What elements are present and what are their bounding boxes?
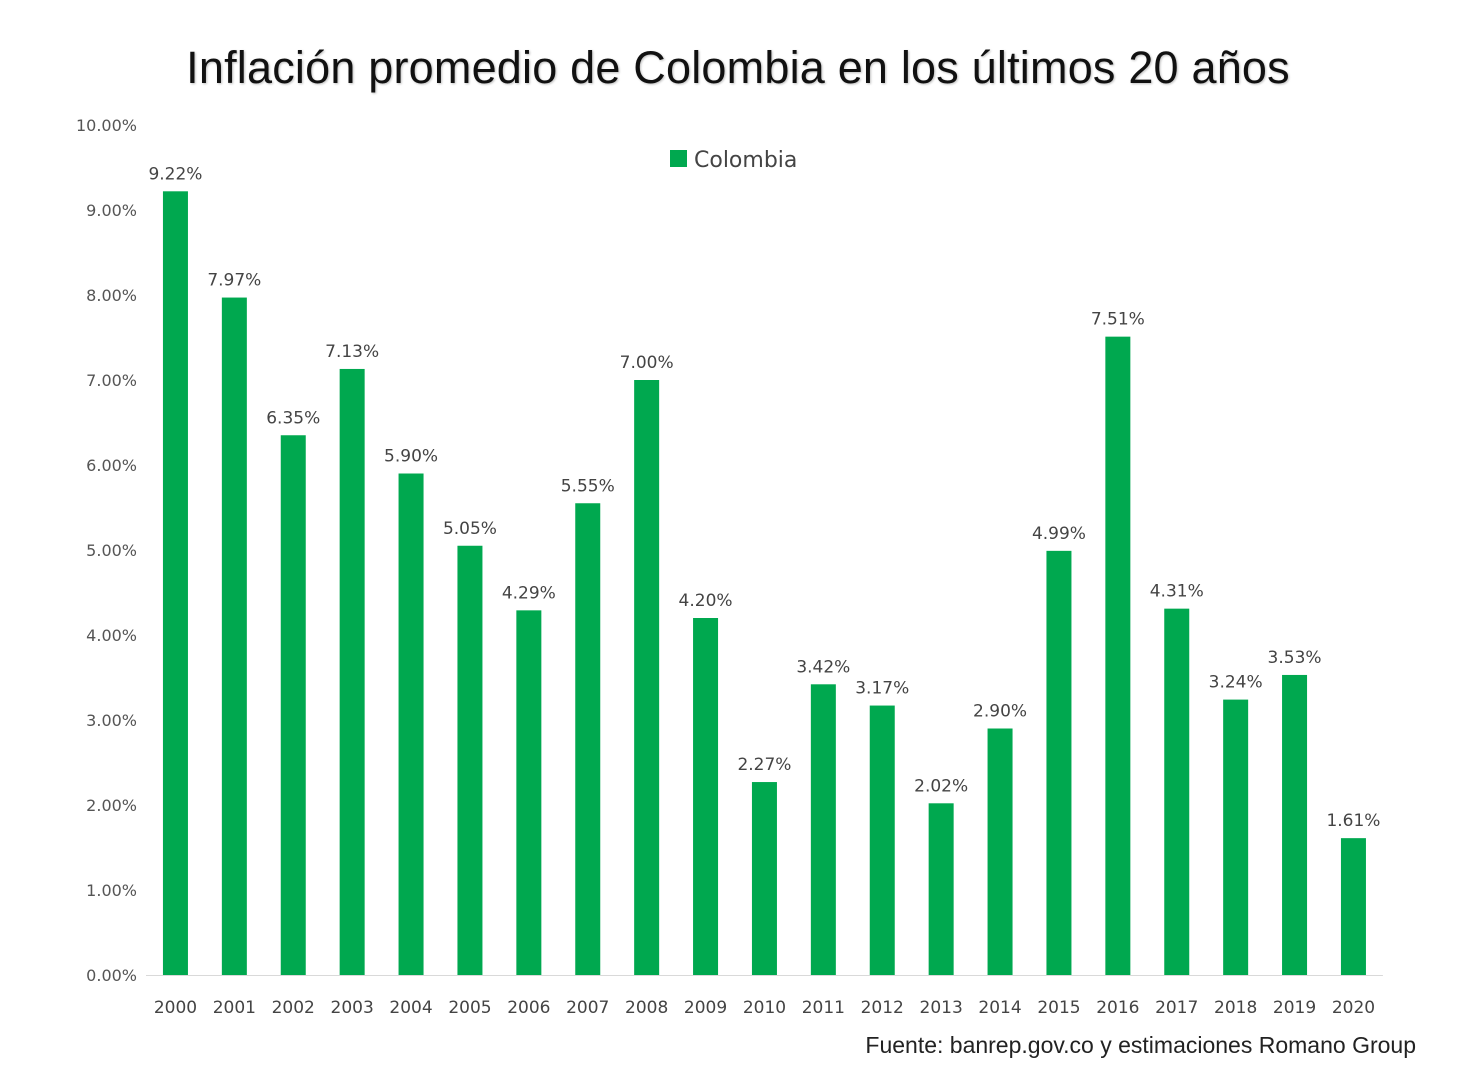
data-label: 3.24% <box>1209 673 1263 693</box>
x-tick-label: 2011 <box>802 998 845 1018</box>
x-tick-label: 2005 <box>448 998 491 1018</box>
data-label: 3.42% <box>796 657 850 677</box>
bar <box>1340 838 1366 975</box>
bar <box>928 803 954 975</box>
x-tick-label: 2004 <box>389 998 432 1018</box>
legend-swatch <box>670 150 687 167</box>
y-tick-label: 8.00% <box>86 286 137 305</box>
x-tick-label: 2016 <box>1096 998 1139 1018</box>
data-label: 2.02% <box>914 776 968 796</box>
x-tick-label: 2010 <box>743 998 786 1018</box>
bar <box>1164 608 1190 975</box>
y-tick-label: 9.00% <box>86 201 137 220</box>
x-tick-label: 2001 <box>213 998 256 1018</box>
legend: Colombia <box>670 148 797 173</box>
bar <box>634 380 660 975</box>
data-label: 5.55% <box>561 476 615 496</box>
y-tick-label: 6.00% <box>86 456 137 475</box>
x-tick-label: 2013 <box>920 998 963 1018</box>
x-axis: 2000 2001 2002 2003 2004 2005 2006 2007 2008 2009… <box>154 998 1375 1018</box>
bar <box>693 618 719 975</box>
x-tick-label: 2019 <box>1273 998 1316 1018</box>
bar <box>457 545 483 975</box>
y-tick-label: 10.00% <box>76 116 137 135</box>
data-label: 4.20% <box>679 591 733 611</box>
data-label: 2.27% <box>737 755 791 775</box>
data-label: 5.05% <box>443 519 497 539</box>
data-label: 4.99% <box>1032 524 1086 544</box>
bar <box>810 684 836 975</box>
y-axis: 0.00% 1.00% 2.00% 3.00% 4.00% 5.00% 6.00% 7.00%… <box>76 116 1383 985</box>
data-label: 4.29% <box>502 583 556 603</box>
x-tick-label: 2012 <box>861 998 904 1018</box>
x-tick-label: 2009 <box>684 998 727 1018</box>
x-tick-label: 2020 <box>1332 998 1375 1018</box>
data-label: 2.90% <box>973 702 1027 722</box>
bar-series <box>162 191 1366 976</box>
y-tick-label: 7.00% <box>86 371 137 390</box>
bar <box>1223 699 1249 975</box>
bar <box>162 191 188 976</box>
bar <box>398 473 424 975</box>
bar <box>1105 336 1131 975</box>
x-tick-label: 2017 <box>1155 998 1198 1018</box>
y-tick-label: 5.00% <box>86 541 137 560</box>
bar <box>1282 674 1308 975</box>
bar <box>221 297 247 975</box>
bar <box>869 705 895 975</box>
source-note: Fuente: banrep.gov.co y estimaciones Rom… <box>865 1032 1416 1058</box>
x-tick-label: 2006 <box>507 998 550 1018</box>
x-tick-label: 2008 <box>625 998 668 1018</box>
y-tick-label: 3.00% <box>86 711 137 730</box>
y-tick-label: 2.00% <box>86 796 137 815</box>
bar <box>751 782 777 975</box>
x-tick-label: 2003 <box>331 998 374 1018</box>
x-tick-label: 2014 <box>978 998 1021 1018</box>
data-label: 5.90% <box>384 447 438 467</box>
data-label: 1.61% <box>1326 811 1380 831</box>
chart-title: Inflación promedio de Colombia en los úl… <box>186 42 1290 93</box>
data-label: 7.13% <box>325 342 379 362</box>
y-tick-label: 1.00% <box>86 881 137 900</box>
bar <box>575 503 601 975</box>
x-tick-label: 2015 <box>1037 998 1080 1018</box>
bar <box>280 435 306 975</box>
data-label: 3.17% <box>855 679 909 699</box>
x-tick-label: 2007 <box>566 998 609 1018</box>
data-label: 4.31% <box>1150 582 1204 602</box>
data-label: 6.35% <box>266 408 320 428</box>
y-tick-label: 0.00% <box>86 966 137 985</box>
data-label: 7.00% <box>620 353 674 373</box>
x-tick-label: 2018 <box>1214 998 1257 1018</box>
bar <box>516 610 542 975</box>
y-tick-label: 4.00% <box>86 626 137 645</box>
data-label: 7.97% <box>207 271 261 291</box>
bar <box>987 728 1013 975</box>
data-label: 3.53% <box>1268 648 1322 668</box>
legend-label: Colombia <box>694 148 797 173</box>
bar <box>1046 550 1072 975</box>
data-label: 9.22% <box>148 164 202 184</box>
x-tick-label: 2002 <box>272 998 315 1018</box>
x-tick-label: 2000 <box>154 998 197 1018</box>
data-label: 7.51% <box>1091 310 1145 330</box>
data-labels: 9.22% 7.97% 6.35% 7.13% 5.90% 5.05% 4.29% 5.55%… <box>148 164 1380 831</box>
bar <box>339 368 365 975</box>
